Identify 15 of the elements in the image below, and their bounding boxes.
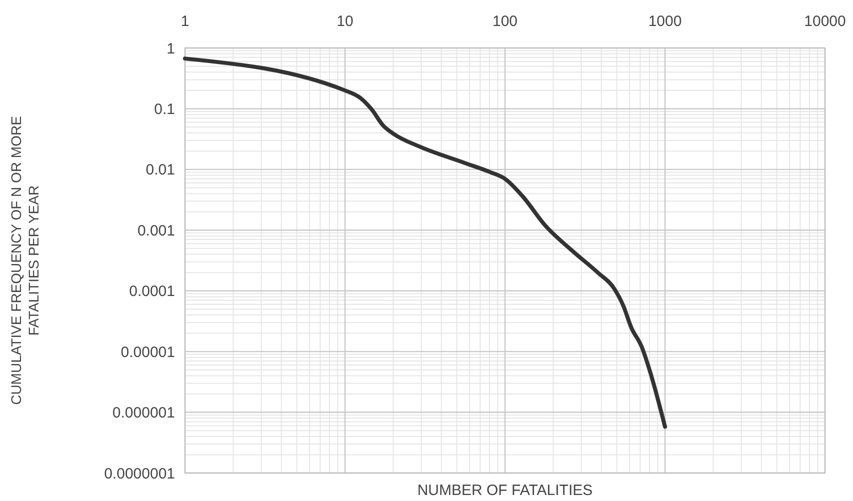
x-tick-label: 10 — [336, 13, 354, 30]
y-tick-label: 0.00001 — [120, 344, 175, 361]
y-axis-title: CUMULATIVE FREQUENCY OF N OR MORE FATALITIES PER YEAR — [8, 116, 42, 405]
y-tick-label: 0.1 — [154, 100, 175, 118]
x-axis-title: NUMBER OF FATALITIES — [417, 482, 593, 499]
x-tick-label: 100 — [492, 13, 518, 30]
y-tick-label: 0.001 — [137, 222, 175, 240]
y-tick-label: 0.0000001 — [104, 465, 175, 482]
x-tick-label: 10000 — [804, 13, 846, 30]
x-tick-label: 1000 — [648, 13, 682, 30]
y-tick-label: 0.01 — [146, 162, 175, 179]
y-tick-label: 0.000001 — [112, 404, 175, 422]
x-tick-label: 1 — [180, 13, 190, 30]
y-tick-label: 0.0001 — [129, 283, 175, 300]
y-tick-label: 1 — [166, 40, 175, 58]
